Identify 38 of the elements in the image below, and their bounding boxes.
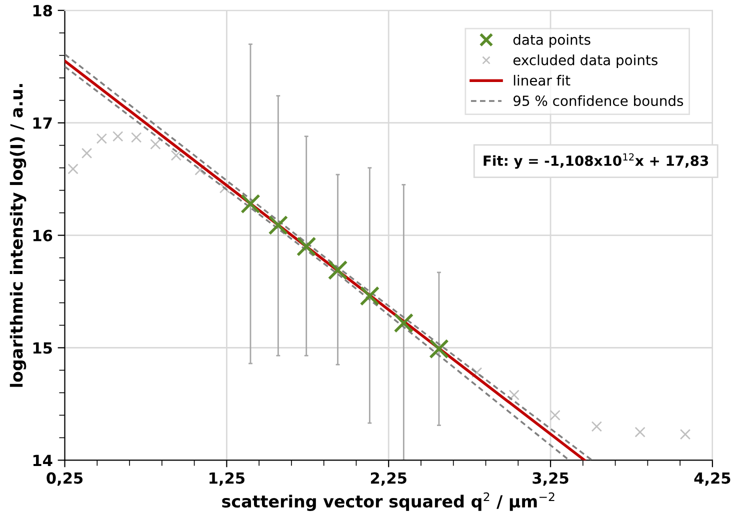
point: [219, 182, 230, 194]
point: [268, 215, 288, 236]
point: [591, 421, 602, 432]
x-tick-label: 0,25: [46, 472, 83, 486]
y-tick-label: 14: [33, 454, 52, 466]
legend-label: data points: [513, 34, 590, 48]
y-tick-label: 18: [33, 4, 52, 16]
y-tick-label: 17: [33, 118, 52, 129]
legend-label: excluded data points: [513, 54, 658, 68]
annotation: Fit: y = -1,108x10$^{12}$x + 17,83: [484, 153, 708, 169]
point: [634, 426, 646, 438]
y-tick-label: 16: [33, 230, 52, 242]
point: [328, 260, 348, 280]
point: [112, 130, 124, 142]
point: [550, 410, 560, 421]
x-tick-label: 2,25: [370, 472, 406, 486]
point: [472, 367, 482, 378]
point: [296, 236, 316, 256]
y-tick-label: 15: [33, 342, 52, 354]
point: [130, 132, 142, 143]
point: [96, 133, 108, 144]
x-tick-label: 4,25: [694, 472, 730, 486]
point: [240, 194, 260, 214]
legend-label: 95 % confidence bounds: [514, 95, 684, 106]
legend-label: linear fit: [514, 74, 570, 86]
point: [508, 390, 520, 400]
point: [360, 286, 380, 306]
point: [394, 313, 414, 333]
x-tick-label: 3,25: [532, 472, 568, 486]
point: [429, 338, 449, 359]
point: [68, 164, 78, 174]
point: [150, 138, 161, 150]
y-axis-title: logarithmic intensity log(I) / a.u.: [10, 84, 26, 387]
point: [81, 148, 92, 159]
x-tick-label: 1,25: [210, 472, 244, 486]
point: [170, 150, 182, 161]
point: [680, 428, 691, 440]
x-axis-title: scattering vector squared q$^{2}$ / µm$^{−2}$: [222, 492, 554, 511]
